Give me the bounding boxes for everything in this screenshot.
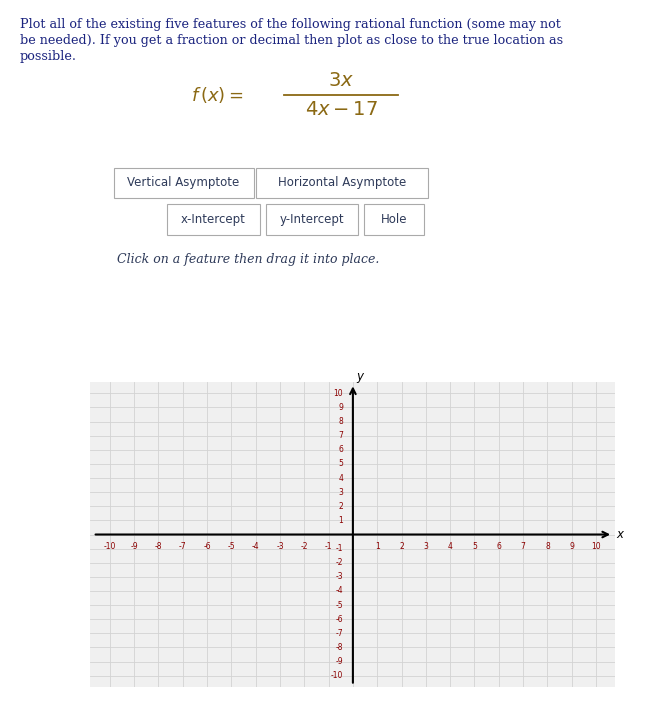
Text: -8: -8 bbox=[155, 543, 162, 551]
Text: 2: 2 bbox=[339, 502, 343, 511]
Text: -6: -6 bbox=[336, 615, 343, 624]
Text: $3x$: $3x$ bbox=[328, 72, 355, 90]
Text: 6: 6 bbox=[496, 543, 501, 551]
FancyBboxPatch shape bbox=[167, 204, 260, 235]
Text: possible.: possible. bbox=[20, 50, 77, 63]
Text: 3: 3 bbox=[423, 543, 428, 551]
Text: -8: -8 bbox=[336, 643, 343, 652]
Text: -4: -4 bbox=[252, 543, 260, 551]
Text: 8: 8 bbox=[545, 543, 550, 551]
Text: -2: -2 bbox=[336, 558, 343, 567]
Text: Vertical Asymptote: Vertical Asymptote bbox=[127, 177, 240, 189]
Text: 5: 5 bbox=[339, 459, 343, 468]
Text: -1: -1 bbox=[325, 543, 332, 551]
Text: 4: 4 bbox=[339, 474, 343, 482]
Text: -7: -7 bbox=[179, 543, 187, 551]
FancyBboxPatch shape bbox=[114, 168, 254, 198]
Text: -7: -7 bbox=[336, 629, 343, 638]
Text: 10: 10 bbox=[591, 543, 601, 551]
Text: -6: -6 bbox=[203, 543, 211, 551]
Text: 10: 10 bbox=[334, 389, 343, 398]
Text: $4x - 17$: $4x - 17$ bbox=[304, 101, 378, 119]
Text: Plot Rational Function: Plot Rational Function bbox=[229, 138, 396, 151]
FancyBboxPatch shape bbox=[256, 168, 428, 198]
Text: -5: -5 bbox=[227, 543, 235, 551]
Text: 1: 1 bbox=[375, 543, 379, 551]
Text: Hole: Hole bbox=[381, 213, 407, 226]
Text: 7: 7 bbox=[339, 431, 343, 440]
Text: -1: -1 bbox=[336, 544, 343, 553]
Text: -10: -10 bbox=[104, 543, 116, 551]
Text: -10: -10 bbox=[330, 671, 343, 680]
Text: -4: -4 bbox=[336, 587, 343, 595]
Text: -9: -9 bbox=[130, 543, 138, 551]
Text: $f\,(x) =$: $f\,(x) =$ bbox=[191, 85, 244, 104]
Text: -2: -2 bbox=[300, 543, 308, 551]
Text: be needed). If you get a fraction or decimal then plot as close to the true loca: be needed). If you get a fraction or dec… bbox=[20, 34, 563, 47]
Text: -3: -3 bbox=[276, 543, 284, 551]
Text: Horizontal Asymptote: Horizontal Asymptote bbox=[278, 177, 407, 189]
Text: 2: 2 bbox=[399, 543, 404, 551]
Text: Click on a feature then drag it into place.: Click on a feature then drag it into pla… bbox=[117, 253, 379, 266]
Text: 9: 9 bbox=[569, 543, 574, 551]
Text: 9: 9 bbox=[339, 403, 343, 412]
FancyBboxPatch shape bbox=[266, 204, 358, 235]
Text: 6: 6 bbox=[339, 445, 343, 454]
Text: 3: 3 bbox=[339, 488, 343, 497]
Text: x: x bbox=[617, 528, 624, 541]
FancyBboxPatch shape bbox=[364, 204, 424, 235]
Text: -9: -9 bbox=[336, 657, 343, 666]
Text: y-Intercept: y-Intercept bbox=[280, 213, 344, 226]
Text: 4: 4 bbox=[448, 543, 453, 551]
Text: 8: 8 bbox=[339, 417, 343, 426]
Text: 7: 7 bbox=[520, 543, 526, 551]
Text: -3: -3 bbox=[336, 572, 343, 581]
Text: y: y bbox=[357, 369, 363, 383]
Text: -5: -5 bbox=[336, 601, 343, 610]
Text: Plot all of the existing five features of the following rational function (some : Plot all of the existing five features o… bbox=[20, 18, 561, 31]
Text: x-Intercept: x-Intercept bbox=[181, 213, 246, 226]
Text: 5: 5 bbox=[472, 543, 477, 551]
Text: 1: 1 bbox=[339, 516, 343, 525]
